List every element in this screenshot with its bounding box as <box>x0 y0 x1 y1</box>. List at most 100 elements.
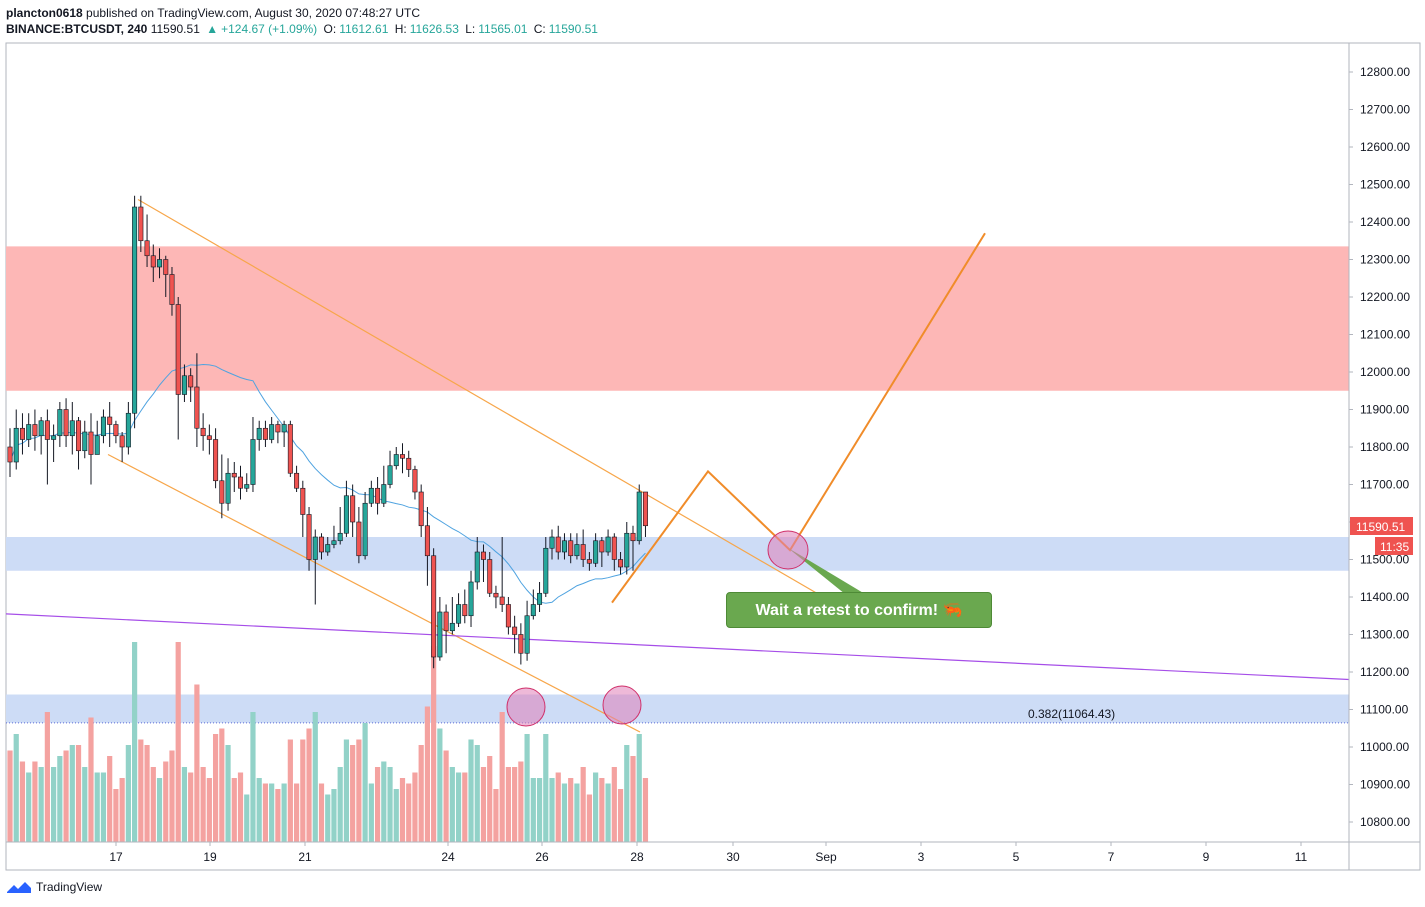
candle-body <box>393 454 399 467</box>
publish-info: published on TradingView.com, August 30,… <box>86 6 421 20</box>
candle-body <box>244 484 250 489</box>
candle-body <box>480 551 486 560</box>
volume-bar <box>431 646 437 842</box>
volume-bar <box>586 794 592 842</box>
candle-body <box>337 532 343 542</box>
volume-bar <box>69 745 75 842</box>
volume-bar <box>269 783 275 842</box>
volume-bar <box>455 772 462 842</box>
volume-bar <box>212 734 219 842</box>
volume-bar <box>555 772 561 842</box>
countdown-bg <box>1375 537 1413 555</box>
annotation-text: Wait a retest to confirm! 🦐 <box>755 602 963 619</box>
volume-bar <box>399 778 406 842</box>
support-trendline <box>5 613 1350 681</box>
volume-bar <box>144 745 150 842</box>
volume-bar <box>82 767 88 842</box>
volume-bar <box>306 728 312 842</box>
time-tick-label: 19 <box>203 850 217 864</box>
candle-body <box>381 484 387 504</box>
price-tick-label: 11400.00 <box>1360 590 1409 604</box>
volume-bar <box>113 789 119 842</box>
highlight-circle <box>506 687 546 727</box>
price-tick-label: 11800.00 <box>1360 440 1409 454</box>
volume-bar <box>462 772 468 842</box>
drawing-lines <box>5 198 1350 733</box>
volume-bar <box>100 772 107 842</box>
volume-bar <box>325 794 331 842</box>
volume-bar <box>237 772 244 842</box>
candle-body <box>499 596 505 605</box>
candle-body <box>194 386 200 429</box>
candle-body <box>443 611 449 632</box>
candle-body <box>599 540 605 553</box>
volume-bar <box>94 772 100 842</box>
candle-body <box>456 604 462 624</box>
candle-body <box>150 255 156 268</box>
candle-body <box>312 536 318 560</box>
volume-bars <box>7 642 649 842</box>
volume-bar <box>75 745 82 842</box>
volume-bar <box>418 745 424 842</box>
volume-bar <box>300 739 306 842</box>
time-tick-label: 21 <box>298 850 312 864</box>
time-axis[interactable]: 17 19 21 24 26 28 30 Sep 3 5 7 9 11 <box>109 842 1308 864</box>
resistance-zone <box>6 246 1349 391</box>
volume-bar <box>424 706 431 842</box>
candle-body <box>624 532 630 568</box>
candle-body <box>113 424 119 437</box>
candle-body <box>586 559 592 564</box>
candle-body <box>213 439 219 482</box>
candle-body <box>618 559 624 568</box>
candle-body <box>138 206 144 242</box>
volume-bar <box>51 767 57 842</box>
candle-body <box>169 274 175 305</box>
volume-bar <box>617 789 624 842</box>
last-price-bg <box>1350 517 1413 535</box>
price-tick-label: 12700.00 <box>1360 103 1410 117</box>
candle-body <box>642 491 648 527</box>
candle-body <box>238 476 244 489</box>
candle-body <box>200 427 206 437</box>
volume-bar <box>568 778 574 842</box>
author-name[interactable]: plancton0618 <box>6 6 83 20</box>
annotation-callout[interactable]: Wait a retest to confirm! 🦐 <box>726 592 992 628</box>
time-tick-label: 5 <box>1013 850 1020 864</box>
close-value: 11590.51 <box>548 22 598 36</box>
candle-body <box>468 581 474 617</box>
volume-bar <box>150 767 156 842</box>
volume-bar <box>337 767 343 842</box>
candle-body <box>231 472 237 478</box>
candle-body <box>605 536 611 553</box>
volume-bar <box>449 767 455 842</box>
volume-bar <box>188 772 194 842</box>
volume-bar <box>636 734 642 842</box>
volume-bar <box>318 783 325 842</box>
volume-bar <box>44 712 50 842</box>
volume-bar <box>169 750 175 842</box>
candle-body <box>38 420 44 437</box>
candle-body <box>412 469 418 493</box>
candle-body <box>512 626 518 635</box>
volume-bar <box>331 789 337 842</box>
time-tick-label: 7 <box>1108 850 1115 864</box>
price-axis[interactable]: 10800.00 10900.00 11000.00 11100.00 11200.00… <box>1349 65 1410 829</box>
candle-body <box>163 259 169 275</box>
volume-bar <box>181 767 188 842</box>
symbol-label[interactable]: BINANCE:BTCUSDT, 240 <box>6 22 148 36</box>
candle-body <box>69 420 75 437</box>
candle-body <box>325 544 331 553</box>
price-tick-label: 12000.00 <box>1360 365 1410 379</box>
volume-bar <box>642 778 649 842</box>
candle-body <box>555 536 561 553</box>
footer-brand[interactable]: TradingView <box>6 880 102 894</box>
time-tick-label: 24 <box>441 850 455 864</box>
volume-bar <box>293 783 300 842</box>
volume-bar <box>63 750 69 842</box>
candle-body <box>82 431 88 452</box>
candle-body <box>350 495 356 523</box>
highlight-circles <box>506 530 809 727</box>
volume-bar <box>599 778 605 842</box>
volume-bar <box>499 712 505 842</box>
